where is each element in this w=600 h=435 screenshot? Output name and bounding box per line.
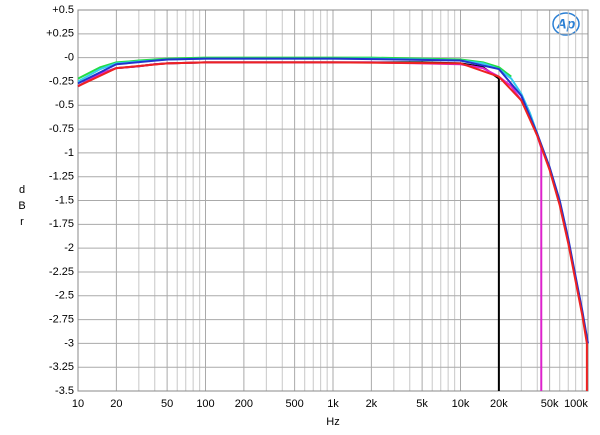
x-tick-label: 10	[72, 398, 84, 410]
x-tick-label: 10k	[452, 398, 470, 410]
y-tick-label: -2.5	[55, 290, 74, 302]
plot-area	[77, 9, 589, 392]
y-tick-label: -0.25	[49, 75, 74, 87]
y-tick-label: -2.25	[49, 266, 74, 278]
grid	[77, 9, 589, 392]
x-tick-label: 20	[110, 398, 122, 410]
series-line	[77, 61, 543, 391]
x-tick-label: 200	[235, 398, 253, 410]
y-tick-label: -1.25	[49, 171, 74, 183]
logo: Ap	[552, 12, 580, 36]
x-tick-label: 500	[285, 398, 303, 410]
y-tick-label: +0.25	[46, 28, 74, 40]
y-tick-label: -1.5	[55, 194, 74, 206]
y-tick-label: -2	[64, 242, 74, 254]
logo-text: Ap	[556, 16, 576, 32]
y-tick-label: -2.75	[49, 313, 74, 325]
x-axis-label: Hz	[326, 416, 339, 428]
y-tick-label: -0.5	[55, 99, 74, 111]
logo-ring	[552, 12, 580, 36]
x-tick-label: 2k	[366, 398, 378, 410]
x-tick-label: 5k	[416, 398, 428, 410]
y-tick-label: -3	[64, 337, 74, 349]
y-tick-label: -1.75	[49, 218, 74, 230]
y-tick-label: -1	[64, 147, 74, 159]
y-tick-label: -3.25	[49, 361, 74, 373]
x-tick-label: 20k	[490, 398, 508, 410]
y-tick-label: -0	[64, 52, 74, 64]
y-axis-label: dBr	[18, 184, 26, 228]
x-tick-label: 1k	[327, 398, 339, 410]
x-tick-label: 50k	[541, 398, 559, 410]
y-tick-label: -0.75	[49, 123, 74, 135]
x-tick-label: 100	[196, 398, 214, 410]
series-line	[77, 61, 588, 391]
x-tick-label: 50	[161, 398, 173, 410]
x-tick-label: 100k	[564, 398, 588, 410]
series-line	[77, 61, 500, 391]
y-tick-label: -3.5	[55, 385, 74, 397]
y-tick-label: +0.5	[52, 4, 74, 16]
